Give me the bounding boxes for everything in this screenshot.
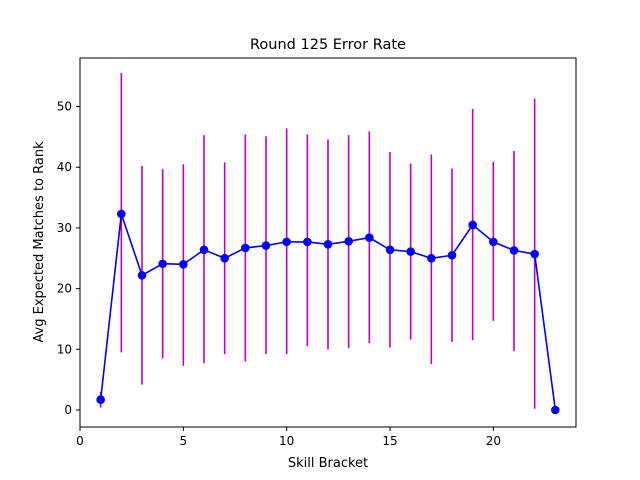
data-point-8	[241, 243, 250, 253]
x-tick-label-10: 10	[279, 434, 294, 448]
y-tick-label-10: 10	[57, 342, 72, 356]
data-point-11	[303, 237, 312, 247]
y-tick-label-20: 20	[57, 282, 72, 296]
data-point-14	[365, 233, 374, 242]
y-axis-label: Avg Expected Matches to Rank	[32, 141, 47, 343]
chart-title: Round 125 Error Rate	[250, 37, 406, 53]
data-point-3	[137, 270, 147, 280]
x-tick-label-15: 15	[382, 434, 397, 448]
y-tick-label-50: 50	[57, 100, 72, 114]
data-point-20	[489, 237, 498, 247]
data-point-10	[282, 237, 291, 247]
y-tick-label-0: 0	[64, 403, 72, 417]
data-point-18	[447, 250, 457, 260]
y-tick-label-40: 40	[57, 160, 72, 174]
data-point-7	[220, 253, 229, 263]
x-axis-ticks: 0 5 10 15 20	[76, 427, 501, 448]
y-axis-ticks: 0 10 20 30 40 50	[57, 100, 80, 417]
x-axis-label: Skill Bracket	[288, 456, 368, 471]
data-point-21	[509, 246, 519, 255]
data-point-9	[261, 241, 271, 250]
data-point-4	[158, 259, 167, 269]
data-point-15	[385, 245, 395, 255]
data-point-19	[468, 220, 477, 230]
x-tick-label-5: 5	[180, 434, 188, 448]
x-tick-label-20: 20	[486, 434, 501, 448]
x-tick-label-0: 0	[76, 434, 84, 448]
data-point-2	[117, 209, 126, 219]
data-point-12	[323, 240, 333, 249]
data-point-23	[551, 405, 560, 415]
data-point-16	[406, 247, 415, 256]
data-point-1	[96, 395, 105, 404]
data-point-22	[530, 249, 539, 259]
data-point-5	[179, 260, 188, 269]
plot-frame	[79, 57, 577, 428]
data-point-13	[344, 236, 353, 246]
y-tick-label-30: 30	[57, 221, 72, 235]
markers	[96, 209, 560, 415]
data-point-17	[427, 253, 436, 263]
data-point-6	[199, 245, 209, 255]
